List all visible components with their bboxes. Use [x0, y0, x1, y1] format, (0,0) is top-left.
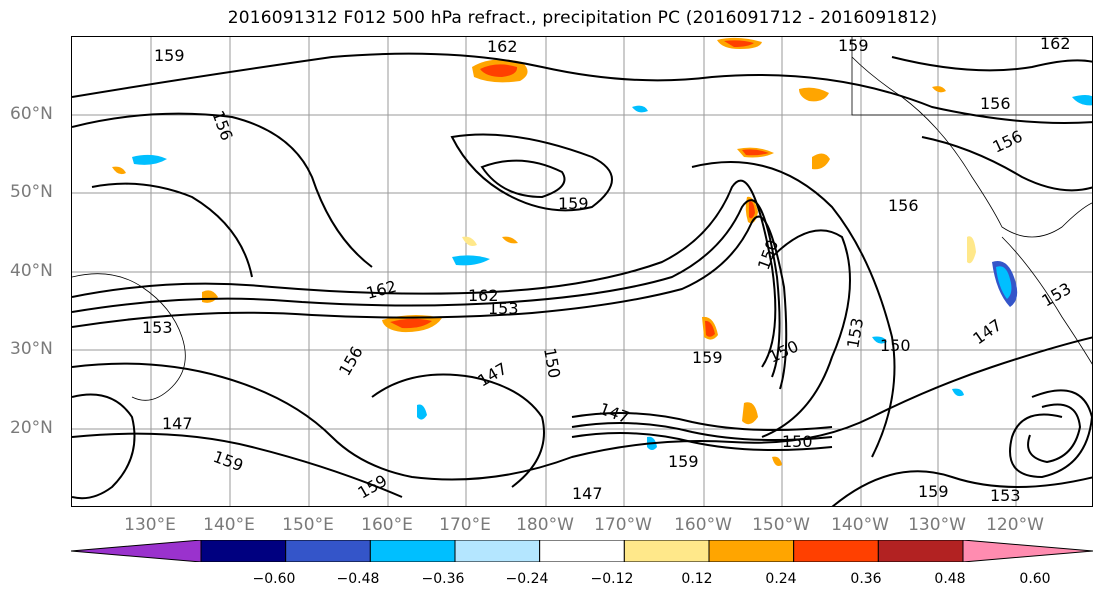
- colorbar-tick-label: −0.60: [252, 571, 296, 587]
- colorbar-tick-label: 0.24: [765, 571, 797, 587]
- lat-label-30n: 30°N: [10, 339, 53, 359]
- contour-label: 153: [1039, 279, 1075, 311]
- contour-label: 159: [838, 37, 869, 55]
- colorbar: [71, 540, 1093, 562]
- contour-label: 150: [782, 432, 813, 451]
- contour-label: 159: [668, 452, 699, 471]
- contour-label: 147: [475, 359, 511, 391]
- lat-label-60n: 60°N: [10, 104, 53, 124]
- contour-label: 162: [364, 277, 398, 303]
- colorbar-segment: [369, 540, 456, 562]
- colorbar-tick-label: 0.12: [681, 571, 713, 587]
- contour-label: 159: [211, 447, 246, 475]
- lat-label-40n: 40°N: [10, 261, 53, 281]
- colorbar-segment: [708, 540, 795, 562]
- precip-shading: [112, 37, 1092, 466]
- lat-label-50n: 50°N: [10, 182, 53, 202]
- refractivity-contours: [72, 52, 1092, 506]
- lon-label-160e: 160°E: [361, 515, 413, 535]
- colorbar-extend-min: [71, 540, 202, 562]
- contour-label: 162: [487, 37, 518, 56]
- colorbar-segment: [877, 540, 964, 562]
- lon-label-180w: 180°W: [516, 515, 574, 535]
- lon-label-160w: 160°W: [674, 515, 732, 535]
- colorbar-segment: [200, 540, 287, 562]
- colorbar-tick-label: 0.36: [850, 571, 882, 587]
- contour-label: 147: [969, 315, 1005, 348]
- lon-label-170w: 170°W: [594, 515, 652, 535]
- lon-label-130w: 130°W: [908, 515, 966, 535]
- contour-label: 147: [572, 484, 603, 503]
- lon-label-120w: 120°W: [986, 515, 1044, 535]
- colorbar-tick-label: −0.36: [421, 571, 465, 587]
- colorbar-segment: [539, 540, 625, 562]
- lon-label-130e: 130°E: [124, 515, 176, 535]
- contour-label: 162: [468, 286, 499, 305]
- contour-label: 159: [918, 482, 949, 501]
- contour-label: 156: [208, 108, 236, 143]
- contour-label: 162: [1040, 37, 1071, 53]
- contour-label: 153: [488, 299, 519, 318]
- contour-label: 159: [558, 194, 589, 213]
- contour-label: 159: [692, 348, 723, 367]
- contour-label: 150: [766, 336, 802, 366]
- contour-label: 156: [990, 126, 1026, 156]
- coastlines: [72, 37, 1092, 401]
- lon-label-170e: 170°E: [439, 515, 491, 535]
- contour-label: 150: [754, 237, 782, 272]
- contour-label: 159: [355, 471, 391, 503]
- colorbar-tick-label: 0.48: [934, 571, 966, 587]
- colorbar-segment: [623, 540, 710, 562]
- colorbar-segment: [285, 540, 371, 562]
- lon-label-140e: 140°E: [203, 515, 255, 535]
- contour-label: 150: [880, 336, 911, 355]
- colorbar-tick-label: −0.24: [505, 571, 549, 587]
- contour-label: 159: [154, 46, 185, 65]
- contour-label: 153: [142, 318, 173, 337]
- colorbar-tick-label: 0.60: [1019, 571, 1051, 587]
- map-canvas: 159 162 159 162 156 156 156 159 156 162 …: [72, 37, 1092, 506]
- contour-label: 153: [843, 316, 867, 349]
- contour-label: 156: [980, 94, 1011, 113]
- lon-label-150w: 150°W: [752, 515, 810, 535]
- colorbar-segment: [793, 540, 879, 562]
- colorbar-tick-label: −0.12: [590, 571, 634, 587]
- contour-label: 153: [990, 486, 1021, 505]
- lat-label-20n: 20°N: [10, 418, 53, 438]
- contour-label: 150: [540, 346, 564, 379]
- lon-label-150e: 150°E: [282, 515, 334, 535]
- contour-label: 147: [162, 414, 193, 433]
- colorbar-segment: [454, 540, 541, 562]
- map-panel: 159 162 159 162 156 156 156 159 156 162 …: [71, 36, 1093, 507]
- lon-label-140w: 140°W: [831, 515, 889, 535]
- figure-title: 2016091312 F012 500 hPa refract., precip…: [227, 8, 938, 28]
- colorbar-tick-label: −0.48: [336, 571, 380, 587]
- colorbar-extend-max: [962, 540, 1093, 562]
- contour-label: 156: [888, 196, 919, 215]
- contour-label: 156: [335, 343, 367, 379]
